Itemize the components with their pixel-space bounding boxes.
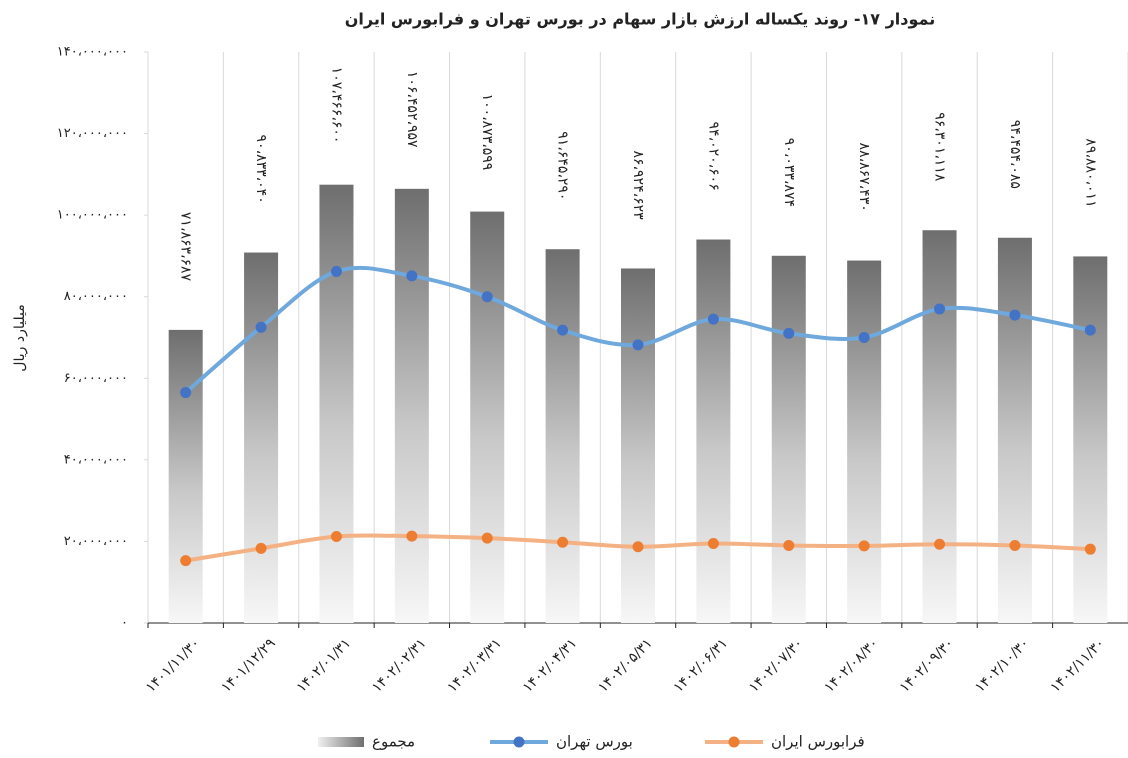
- y-tick-label: ۸۰،۰۰۰،۰۰۰: [64, 289, 128, 304]
- marker: [707, 537, 719, 549]
- marker: [481, 532, 493, 544]
- bar: [997, 237, 1032, 623]
- marker: [255, 542, 267, 554]
- marker: [1084, 324, 1096, 336]
- x-tick-label: ۱۴۰۲/۰۴/۳۱: [520, 635, 581, 696]
- marker: [330, 265, 342, 277]
- bar: [621, 268, 655, 623]
- bar: [696, 239, 731, 623]
- marker: [1009, 540, 1021, 552]
- data-label: ۹۰،۸۳۳،۰۴۰: [253, 135, 269, 204]
- data-label: ۷۱،۸۶۳،۶۸۷: [178, 212, 194, 282]
- bar: [394, 188, 429, 623]
- data-label: ۱۰۰،۸۷۳،۵۹۹: [479, 94, 495, 171]
- x-tick-label: ۱۴۰۲/۱۱/۳۰: [1047, 635, 1108, 696]
- bar: [771, 255, 806, 624]
- marker: [481, 291, 493, 303]
- legend-swatch: [318, 737, 364, 747]
- data-label: ۹۶،۳۰۱،۱۱۸: [932, 112, 948, 182]
- y-axis-label: میلیارد ریال: [12, 304, 28, 371]
- marker: [255, 321, 267, 333]
- bar: [922, 230, 957, 623]
- marker: [180, 387, 192, 399]
- data-label: ۹۱،۶۴۵،۲۹۰: [555, 131, 571, 200]
- y-tick-label: ۱۰۰،۰۰۰،۰۰۰: [57, 208, 128, 223]
- x-tick-label: ۱۴۰۲/۰۵/۳۱: [595, 635, 656, 696]
- chart-title: نمودار ۱۷- روند یکساله ارزش بازار سهام د…: [345, 10, 936, 29]
- marker: [858, 540, 870, 552]
- marker: [934, 538, 946, 550]
- x-tick-label: ۱۴۰۱/۱۱/۳۰: [143, 635, 204, 696]
- marker: [1084, 543, 1096, 555]
- x-tick-label: ۱۴۰۲/۰۳/۳۱: [444, 635, 505, 696]
- data-label: ۸۹،۸۸۰،۰۱۱: [1082, 138, 1098, 207]
- marker: [707, 313, 719, 325]
- x-tick-label: ۱۴۰۲/۰۷/۳۰: [746, 635, 807, 696]
- x-tick-label: ۱۴۰۲/۰۶/۳۱: [671, 635, 732, 696]
- x-tick-label: ۱۴۰۲/۱۰/۳۰: [972, 635, 1033, 696]
- x-tick-label: ۱۴۰۲/۰۲/۳۱: [369, 635, 430, 696]
- bar: [847, 260, 882, 623]
- y-tick-label: ۰: [121, 616, 128, 631]
- bar: [545, 249, 580, 623]
- x-tick-label: ۱۴۰۱/۱۲/۲۹: [218, 635, 279, 696]
- marker: [783, 327, 795, 339]
- marker: [1009, 309, 1021, 321]
- marker: [180, 555, 192, 567]
- data-label: ۸۶،۹۲۴،۶۲۳: [630, 150, 646, 220]
- y-tick-label: ۲۰،۰۰۰،۰۰۰: [64, 534, 128, 549]
- bar: [470, 211, 505, 623]
- x-tick-label: ۱۴۰۲/۰۸/۳۰: [821, 635, 882, 696]
- y-tick-label: ۴۰،۰۰۰،۰۰۰: [64, 452, 128, 467]
- bar: [168, 329, 203, 623]
- data-label: ۱۰۷،۴۶۶،۶۰۰: [328, 67, 344, 144]
- bar: [319, 184, 354, 623]
- data-label: ۱۰۶،۴۵۲،۹۵۷: [404, 71, 420, 148]
- bar: [1073, 256, 1108, 623]
- x-tick-label: ۱۴۰۲/۰۹/۳۰: [897, 635, 958, 696]
- legend-label: فرابورس ایران: [771, 733, 865, 751]
- marker: [557, 536, 569, 548]
- y-tick-label: ۱۴۰،۰۰۰،۰۰۰: [57, 45, 128, 60]
- legend-marker: [728, 736, 740, 748]
- marker: [406, 270, 418, 282]
- y-tick-label: ۱۲۰،۰۰۰،۰۰۰: [57, 126, 128, 141]
- data-label: ۹۴،۴۵۴،۰۸۵: [1007, 120, 1023, 189]
- x-tick-label: ۱۴۰۲/۰۱/۳۱: [294, 635, 355, 696]
- marker: [858, 332, 870, 343]
- marker: [934, 303, 946, 315]
- data-label: ۸۸،۸۶۷،۴۳۰: [856, 143, 872, 212]
- marker: [783, 540, 795, 552]
- data-label: ۹۰،۰۳۳،۸۷۴: [781, 138, 797, 207]
- marker: [406, 530, 418, 542]
- bar: [244, 252, 279, 624]
- legend-label: مجموع: [372, 733, 415, 751]
- marker: [632, 541, 644, 553]
- data-label: ۹۴،۰۲۰،۶۰۶: [705, 122, 721, 191]
- legend-marker: [513, 736, 525, 748]
- y-tick-label: ۶۰،۰۰۰،۰۰۰: [64, 371, 128, 386]
- marker: [330, 531, 342, 543]
- marker: [632, 339, 644, 351]
- marker: [557, 324, 569, 336]
- legend-label: بورس تهران: [556, 733, 633, 751]
